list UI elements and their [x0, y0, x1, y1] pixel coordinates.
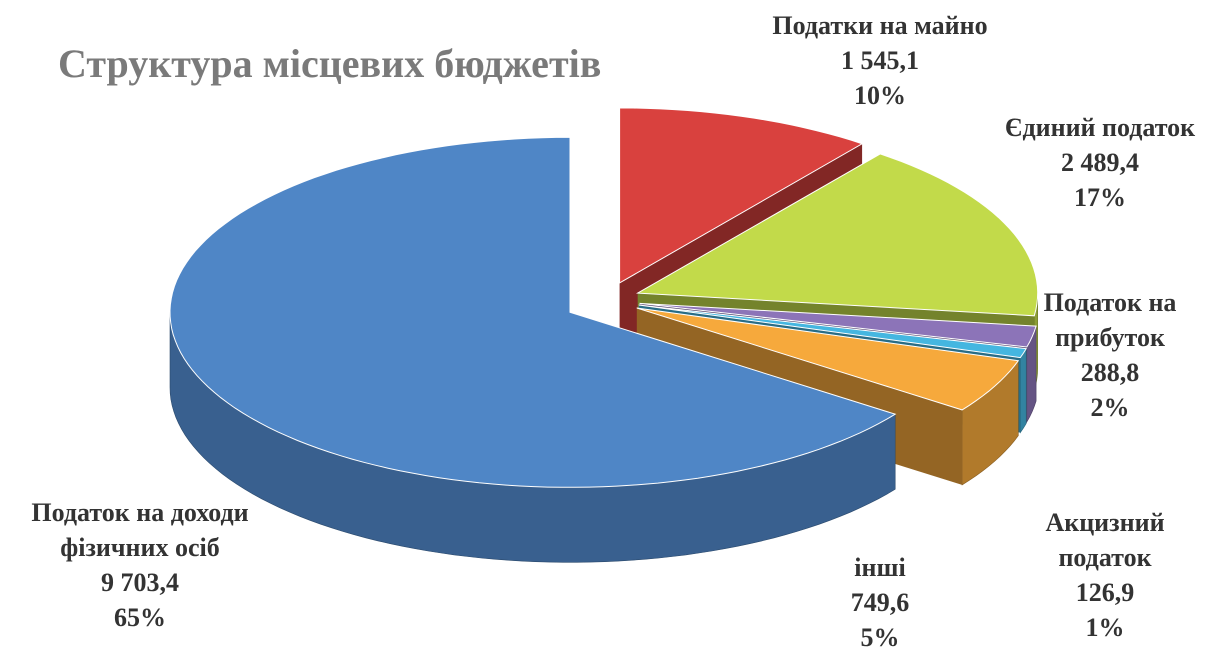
slice-top: [619, 107, 864, 284]
slice-top: [638, 304, 1028, 359]
slice-top: [169, 136, 897, 488]
label-name: інші: [854, 553, 906, 582]
label-value: 1 545,1: [841, 46, 919, 75]
label-name: Податки на майно: [772, 11, 988, 40]
slice-top: [635, 153, 1039, 317]
label-name: Податок на доходи фізичних осіб: [31, 498, 249, 562]
label-name: Єдиний податок: [1004, 113, 1196, 142]
label-percent: 5%: [860, 623, 900, 652]
data-label: інші 749,6 5%: [810, 550, 950, 655]
label-name: Податок на прибуток: [1043, 288, 1177, 352]
label-value: 126,9: [1075, 578, 1135, 607]
label-value: 9 703,4: [101, 568, 179, 597]
label-percent: 1%: [1085, 613, 1125, 642]
slice-top: [636, 307, 1020, 411]
label-value: 2 489,4: [1061, 148, 1139, 177]
label-name: Акцизний податок: [1045, 508, 1165, 572]
label-percent: 10%: [854, 81, 906, 110]
data-label: Податок на прибуток 288,8 2%: [1010, 285, 1210, 425]
slice-top: [639, 302, 1037, 348]
label-value: 288,8: [1080, 358, 1140, 387]
data-label: Акцизний податок 126,9 1%: [1005, 505, 1205, 645]
label-percent: 2%: [1090, 393, 1130, 422]
data-label: Податок на доходи фізичних осіб 9 703,4 65…: [5, 495, 275, 635]
chart-title: Структура місцевих бюджетів: [58, 41, 602, 86]
label-value: 749,6: [850, 588, 910, 617]
data-label: Податки на майно 1 545,1 10%: [770, 8, 990, 113]
data-label: Єдиний податок 2 489,4 17%: [980, 110, 1220, 215]
label-percent: 17%: [1074, 183, 1126, 212]
label-percent: 65%: [114, 603, 166, 632]
